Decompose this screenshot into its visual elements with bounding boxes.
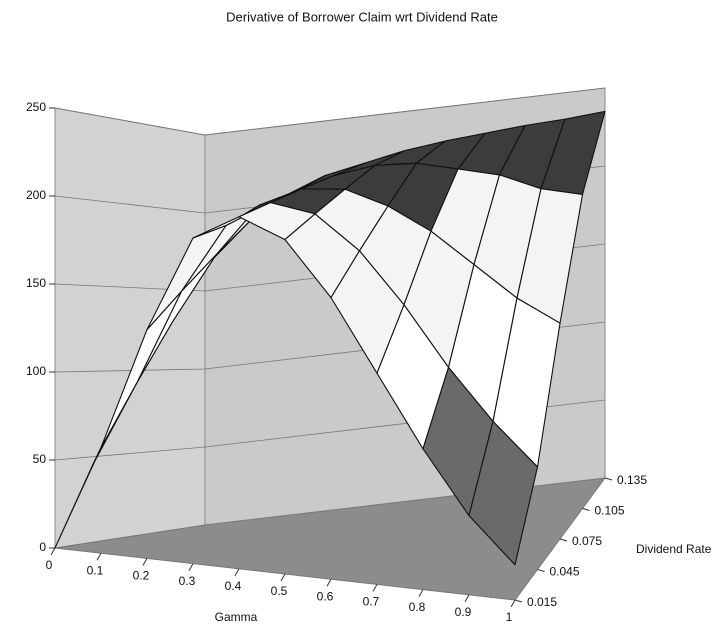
x-tick-label: 0.1 — [87, 563, 104, 577]
y-tick-label: 0.015 — [527, 595, 557, 609]
x-tick-label: 0.3 — [179, 574, 196, 588]
x-tick — [96, 552, 102, 561]
x-tick — [234, 568, 240, 577]
x-tick-label: 1 — [506, 610, 513, 624]
x-tick-label: 0.9 — [455, 605, 472, 619]
x-tick — [326, 578, 332, 587]
y-tick — [537, 569, 545, 572]
x-tick — [464, 594, 470, 603]
z-tick-label: 200 — [26, 188, 46, 202]
y-axis-label: Dividend Rate — [636, 542, 712, 556]
x-tick-label: 0.8 — [409, 600, 426, 614]
x-tick-label: 0.7 — [363, 595, 380, 609]
y-tick — [582, 508, 590, 511]
grid-line — [54, 87, 606, 136]
z-tick-label: 50 — [33, 452, 47, 466]
left-wall — [54, 107, 206, 549]
z-tick-label: 0 — [39, 540, 46, 554]
surface-patch — [468, 420, 539, 566]
x-tick — [50, 547, 56, 556]
y-tick-label: 0.135 — [617, 473, 647, 487]
chart-title: Derivative of Borrower Claim wrt Dividen… — [226, 9, 498, 24]
x-tick-label: 0 — [46, 558, 53, 572]
x-tick-label: 0.2 — [133, 569, 150, 583]
x-tick — [188, 563, 194, 571]
y-tick-label: 0.045 — [550, 565, 580, 579]
x-tick-label: 0.4 — [225, 579, 242, 593]
z-tick-label: 250 — [26, 100, 46, 114]
z-tick-label: 100 — [26, 364, 46, 378]
y-tick-label: 0.075 — [572, 534, 602, 548]
y-tick — [604, 477, 613, 481]
x-axis-label: Gamma — [215, 610, 258, 624]
x-tick — [418, 589, 424, 597]
y-tick-label: 0.105 — [595, 504, 625, 518]
x-tick — [372, 584, 378, 592]
x-tick — [510, 599, 516, 608]
x-tick-label: 0.6 — [317, 589, 334, 603]
x-tick — [280, 573, 286, 582]
x-tick-label: 0.5 — [271, 584, 288, 598]
y-tick — [514, 599, 523, 603]
z-tick-label: 150 — [26, 276, 46, 290]
y-tick — [559, 538, 568, 542]
x-tick — [142, 558, 148, 566]
